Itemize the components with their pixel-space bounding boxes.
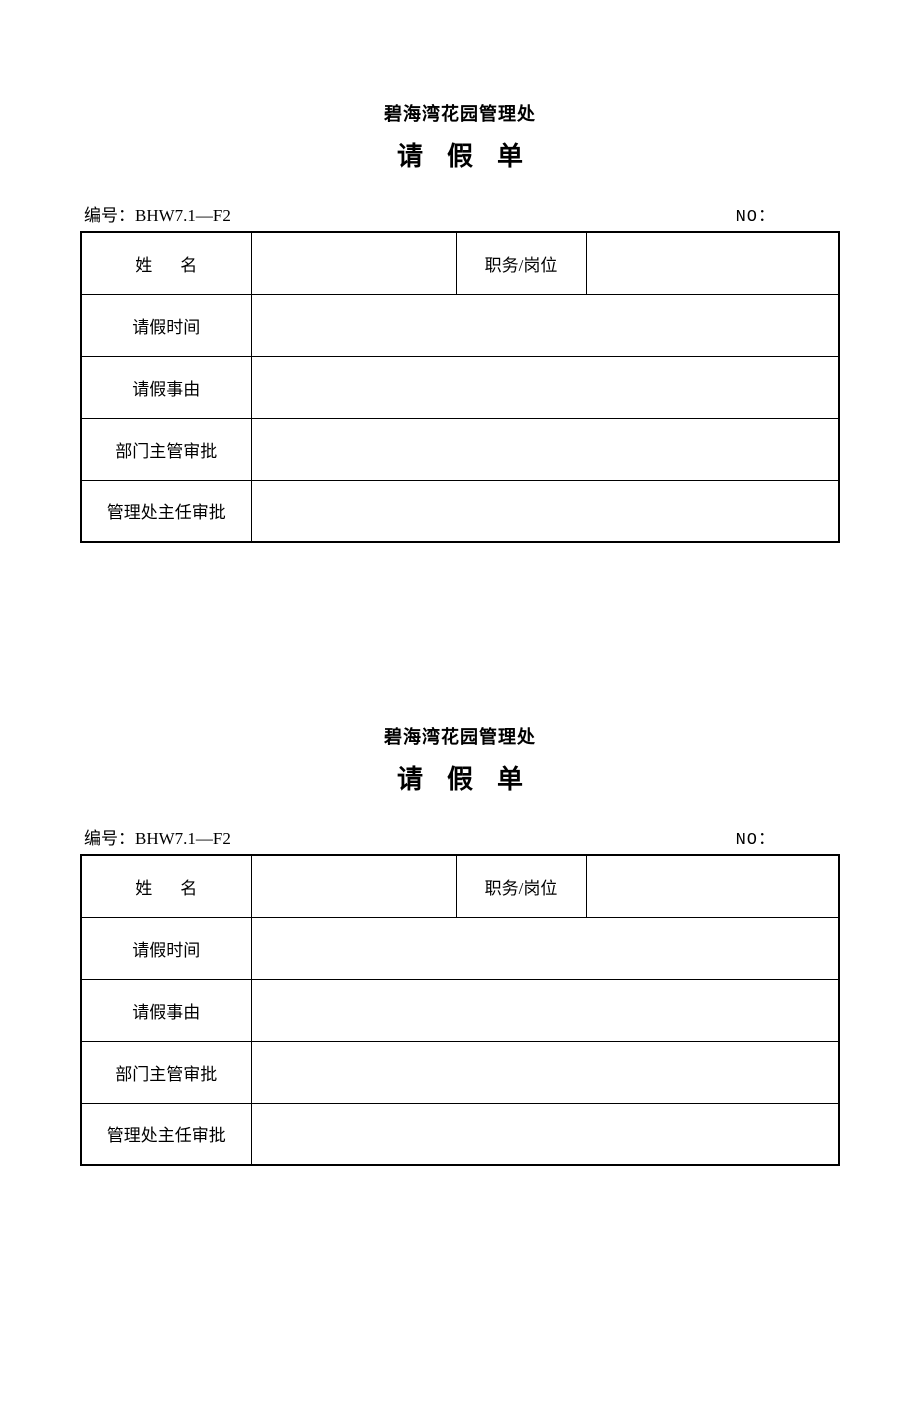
- position-value: [586, 855, 839, 917]
- mgr-approval-value: [251, 480, 839, 542]
- no-label: NO：: [736, 831, 776, 850]
- meta-row: 编号：BHW7.1—F2 NO：: [80, 201, 840, 227]
- position-label: 职务/岗位: [456, 232, 586, 294]
- reason-value: [251, 979, 839, 1041]
- mgr-approval-value: [251, 1103, 839, 1165]
- form-title: 请假单: [80, 759, 840, 796]
- row-reason: 请假事由: [81, 356, 839, 418]
- reason-value: [251, 356, 839, 418]
- row-reason: 请假事由: [81, 979, 839, 1041]
- dept-approval-label: 部门主管审批: [81, 418, 251, 480]
- form-code: 编号：BHW7.1—F2: [84, 824, 231, 850]
- meta-row: 编号：BHW7.1—F2 NO：: [80, 824, 840, 850]
- row-time: 请假时间: [81, 917, 839, 979]
- name-label: 姓名: [81, 232, 251, 294]
- code-value: BHW7.1—F2: [135, 829, 231, 848]
- leave-table: 姓名 职务/岗位 请假时间 请假事由 部门主管审批 管理处主任审批: [80, 854, 840, 1166]
- row-dept-approval: 部门主管审批: [81, 1041, 839, 1103]
- form-title: 请假单: [80, 136, 840, 173]
- name-value: [251, 855, 456, 917]
- dept-approval-value: [251, 418, 839, 480]
- code-label: 编号：: [84, 206, 135, 225]
- form-no: NO：: [736, 201, 836, 227]
- name-label: 姓名: [81, 855, 251, 917]
- code-value: BHW7.1—F2: [135, 206, 231, 225]
- form-no: NO：: [736, 824, 836, 850]
- form-code: 编号：BHW7.1—F2: [84, 201, 231, 227]
- dept-approval-label: 部门主管审批: [81, 1041, 251, 1103]
- leave-table: 姓名 职务/岗位 请假时间 请假事由 部门主管审批 管理处主任审批: [80, 231, 840, 543]
- row-mgr-approval: 管理处主任审批: [81, 1103, 839, 1165]
- time-label: 请假时间: [81, 917, 251, 979]
- mgr-approval-label: 管理处主任审批: [81, 480, 251, 542]
- code-label: 编号：: [84, 829, 135, 848]
- name-value: [251, 232, 456, 294]
- row-name: 姓名 职务/岗位: [81, 855, 839, 917]
- leave-form-copy-1: 碧海湾花园管理处 请假单 编号：BHW7.1—F2 NO： 姓名 职务/岗位 请…: [80, 100, 840, 543]
- position-label: 职务/岗位: [456, 855, 586, 917]
- time-value: [251, 294, 839, 356]
- time-label: 请假时间: [81, 294, 251, 356]
- reason-label: 请假事由: [81, 356, 251, 418]
- time-value: [251, 917, 839, 979]
- reason-label: 请假事由: [81, 979, 251, 1041]
- leave-form-copy-2: 碧海湾花园管理处 请假单 编号：BHW7.1—F2 NO： 姓名 职务/岗位 请…: [80, 723, 840, 1166]
- org-title: 碧海湾花园管理处: [80, 100, 840, 126]
- row-name: 姓名 职务/岗位: [81, 232, 839, 294]
- org-title: 碧海湾花园管理处: [80, 723, 840, 749]
- no-label: NO：: [736, 208, 776, 227]
- row-time: 请假时间: [81, 294, 839, 356]
- dept-approval-value: [251, 1041, 839, 1103]
- position-value: [586, 232, 839, 294]
- row-dept-approval: 部门主管审批: [81, 418, 839, 480]
- mgr-approval-label: 管理处主任审批: [81, 1103, 251, 1165]
- row-mgr-approval: 管理处主任审批: [81, 480, 839, 542]
